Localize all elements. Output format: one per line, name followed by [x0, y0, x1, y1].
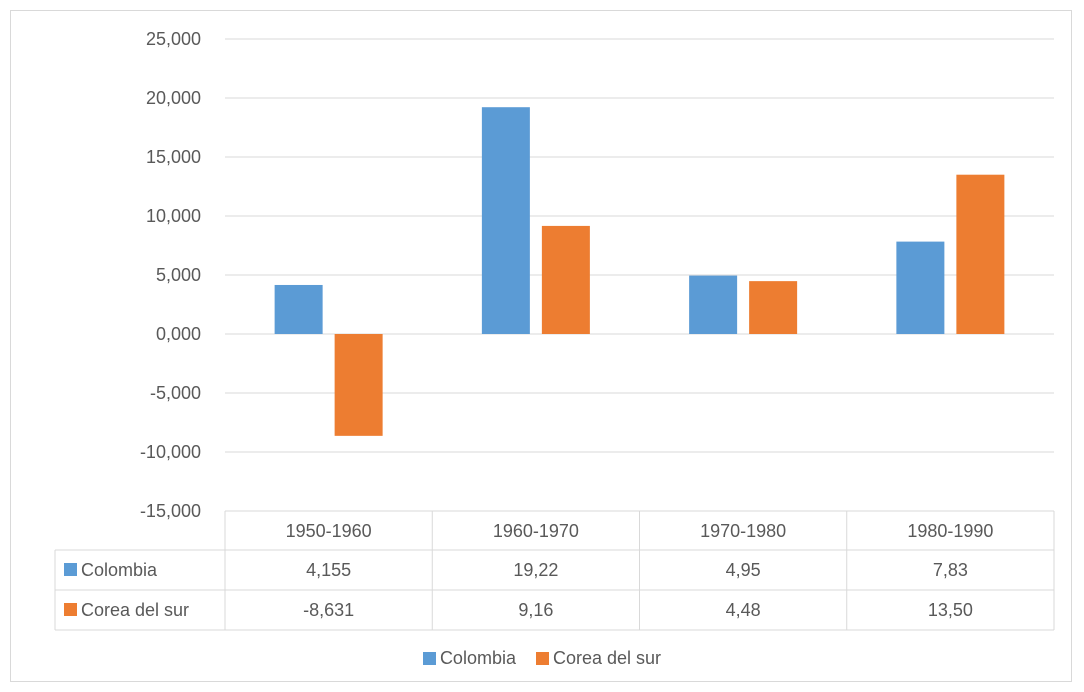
data-label: 9,16	[518, 600, 553, 620]
y-tick-label: 0,000	[156, 324, 201, 344]
legend-swatch-corea-del-sur	[535, 652, 549, 665]
y-tick-label: 20,000	[146, 88, 201, 108]
data-label: 13,50	[928, 600, 973, 620]
table-series-name: Corea del sur	[81, 600, 189, 620]
bar	[749, 281, 798, 334]
chart-frame	[10, 10, 1072, 682]
legend-item-colombia: Colombia	[422, 648, 516, 669]
y-tick-label: -5,000	[150, 383, 201, 403]
y-tick-label: 15,000	[146, 147, 201, 167]
bar	[481, 107, 530, 334]
bar	[541, 225, 590, 334]
x-tick-label: 1960-1970	[493, 521, 579, 541]
data-label: 19,22	[513, 560, 558, 580]
legend-label-colombia: Colombia	[439, 648, 516, 668]
bar	[956, 174, 1005, 334]
x-tick-label: 1950-1960	[286, 521, 372, 541]
bar	[896, 241, 945, 334]
bar	[274, 284, 323, 334]
x-tick-label: 1970-1980	[700, 521, 786, 541]
data-label: 7,83	[933, 560, 968, 580]
legend-swatch-colombia	[422, 652, 436, 665]
data-label: -8,631	[303, 600, 354, 620]
y-tick-label: 25,000	[146, 29, 201, 49]
bar	[334, 334, 383, 436]
y-tick-label: -10,000	[140, 442, 201, 462]
legend: Colombia Corea del sur	[0, 648, 1084, 669]
data-label: 4,95	[726, 560, 761, 580]
table-legend-swatch	[64, 563, 77, 576]
y-tick-label: 10,000	[146, 206, 201, 226]
legend-label-corea-del-sur: Corea del sur	[552, 648, 662, 668]
table-series-name: Colombia	[81, 560, 158, 580]
y-tick-label: 5,000	[156, 265, 201, 285]
bar	[689, 275, 738, 334]
data-label: 4,155	[306, 560, 351, 580]
x-tick-label: 1980-1990	[907, 521, 993, 541]
legend-item-corea-del-sur: Corea del sur	[535, 648, 662, 669]
y-tick-label: -15,000	[140, 501, 201, 521]
table-legend-swatch	[64, 603, 77, 616]
data-label: 4,48	[726, 600, 761, 620]
